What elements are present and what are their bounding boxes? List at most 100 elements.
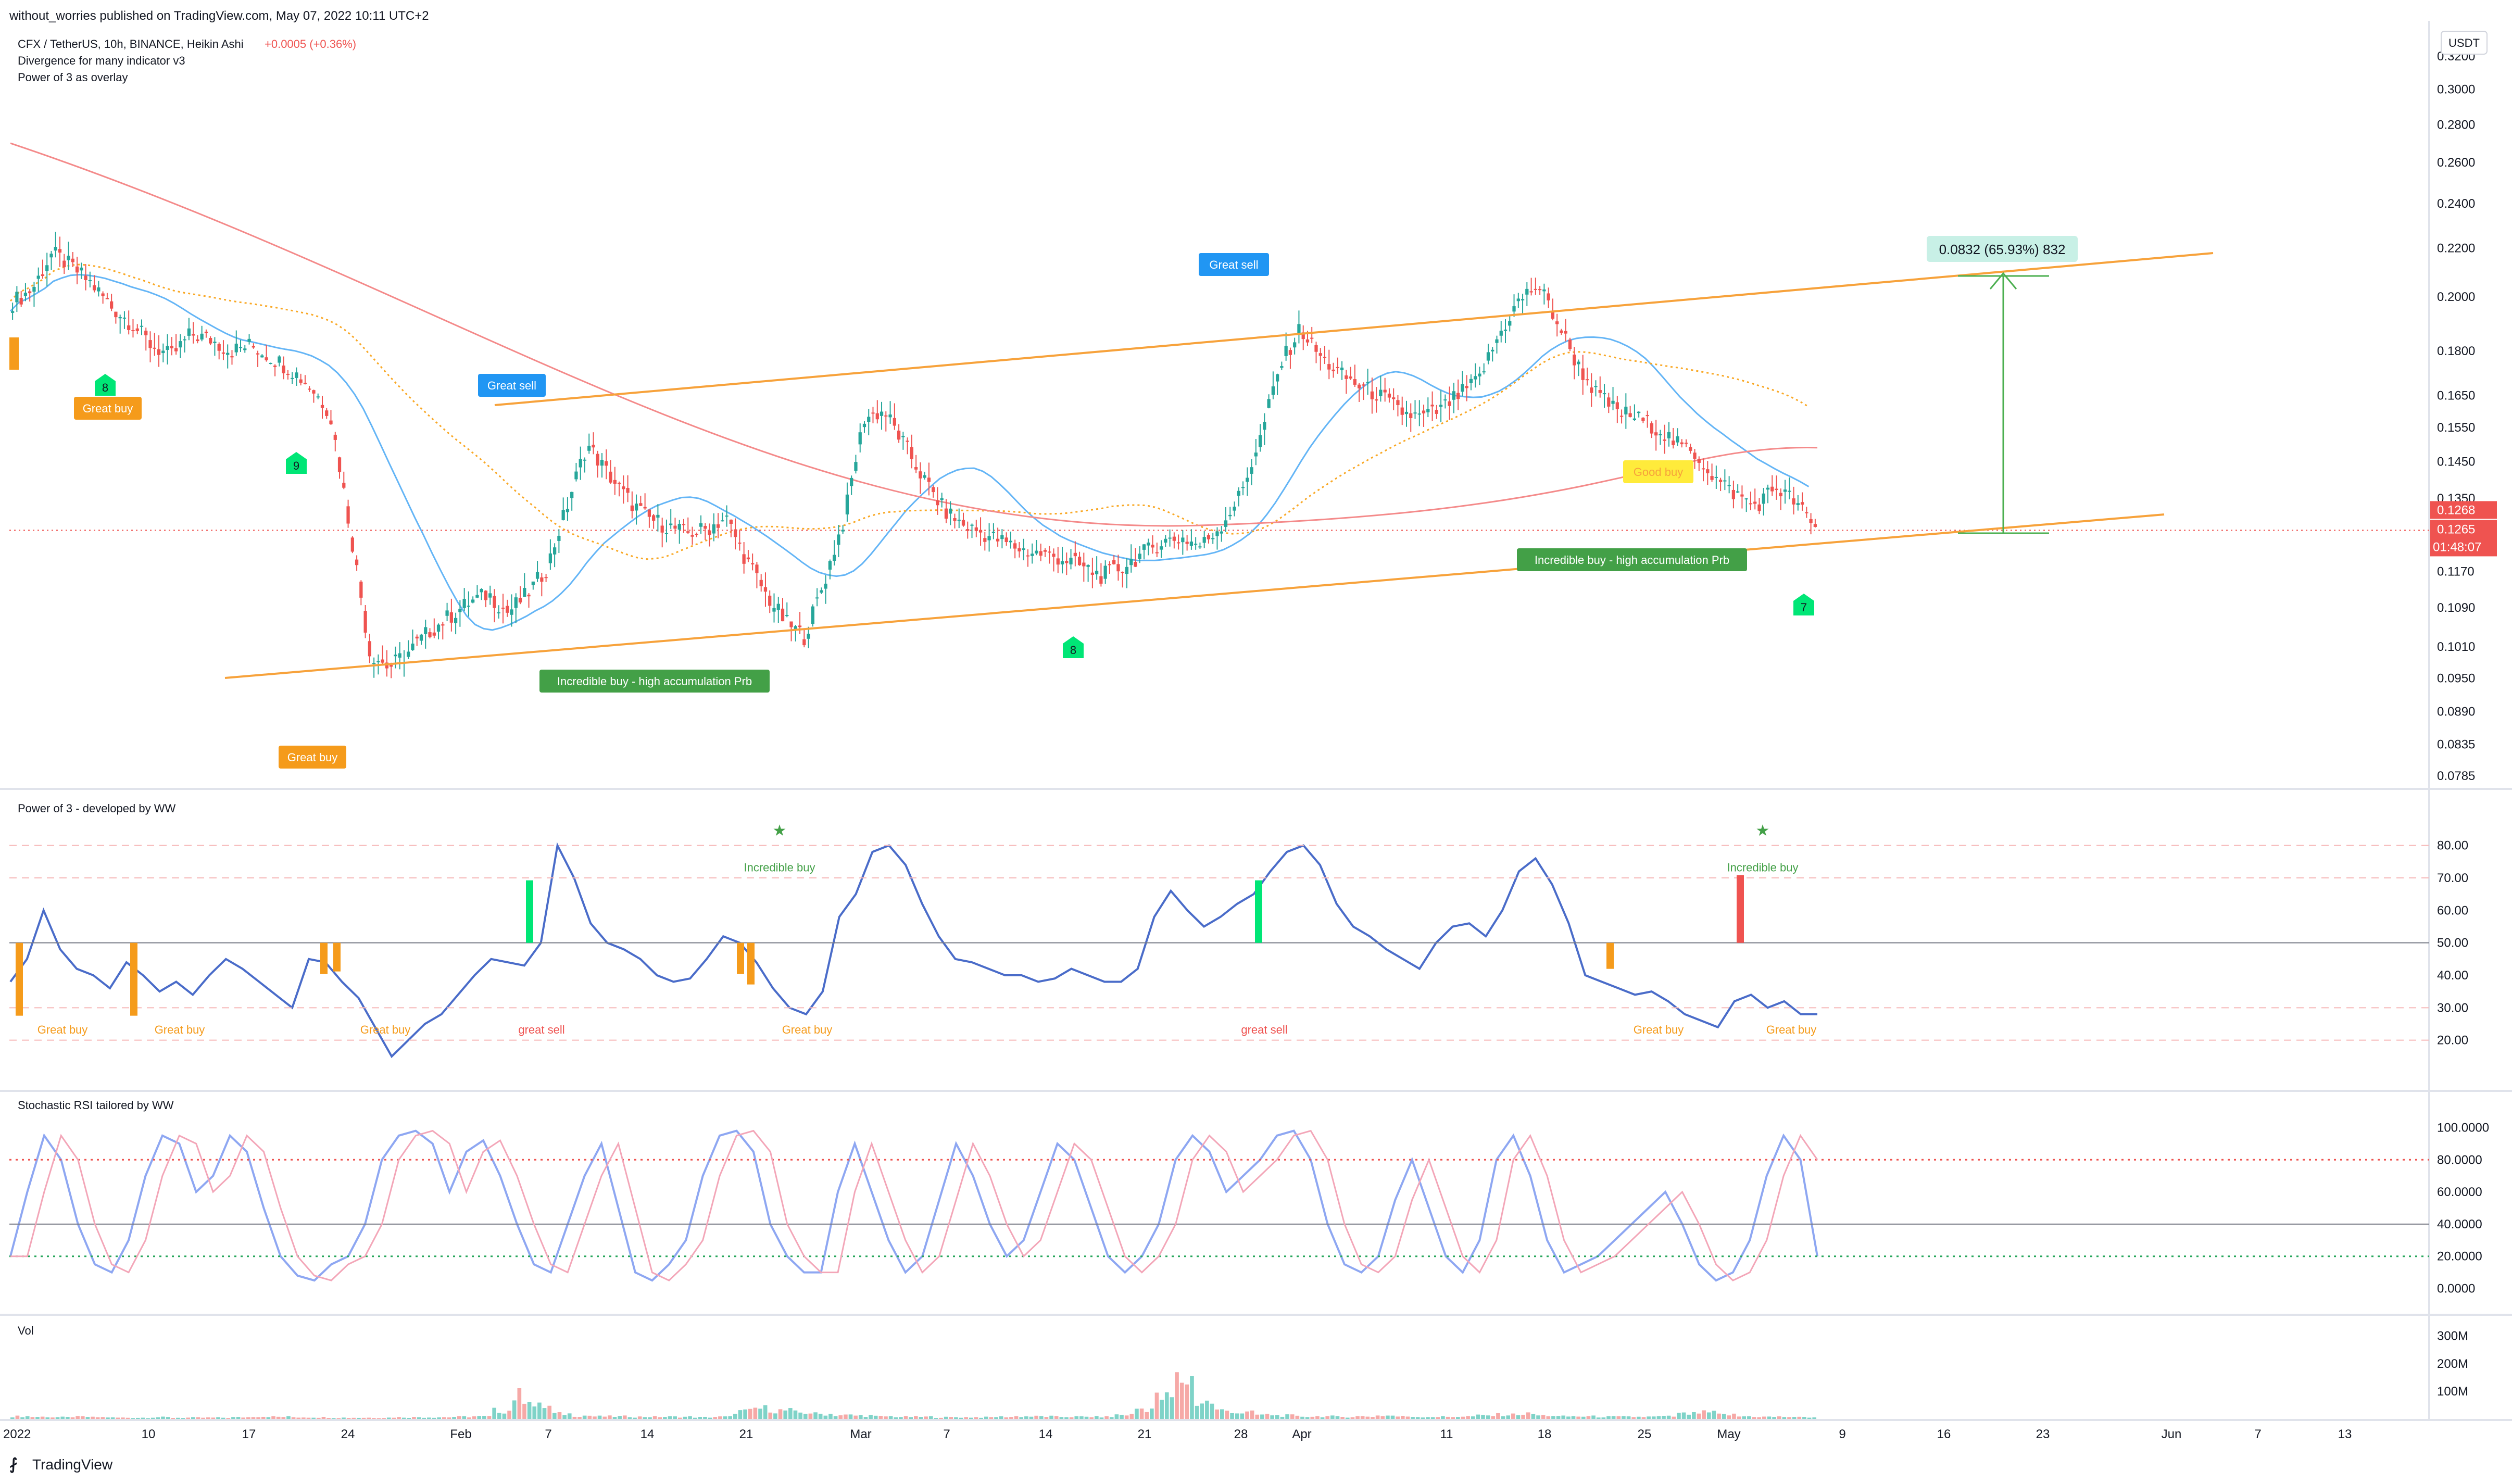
candle-body bbox=[135, 328, 139, 331]
volume-bar bbox=[964, 1417, 969, 1419]
volume-bar bbox=[1049, 1415, 1053, 1419]
volume-bar bbox=[1270, 1415, 1274, 1419]
left-edge-tag bbox=[9, 337, 19, 370]
candle-body bbox=[179, 341, 182, 348]
candle-body bbox=[1646, 415, 1649, 417]
candle-body bbox=[11, 311, 15, 313]
volume-bar bbox=[226, 1418, 231, 1419]
chart-header: without_worries published on TradingView… bbox=[9, 9, 2488, 1473]
candle-body bbox=[1349, 376, 1352, 379]
candle-body bbox=[531, 581, 535, 585]
candle-body bbox=[1263, 422, 1266, 430]
volume-bar bbox=[106, 1417, 110, 1419]
candle-body bbox=[1164, 538, 1167, 543]
volume-bar bbox=[1471, 1416, 1475, 1419]
signal-bar bbox=[16, 942, 23, 1016]
measure-arrow-icon bbox=[1989, 272, 2017, 290]
trend-lines: 0.0832 (65.93%) 832 bbox=[224, 236, 2214, 679]
volume-bar bbox=[467, 1417, 471, 1419]
signal-bar bbox=[1606, 942, 1614, 969]
candle-body bbox=[1482, 371, 1486, 373]
candle-body bbox=[1723, 480, 1727, 482]
candle-body bbox=[238, 347, 243, 348]
volume-bar bbox=[1104, 1416, 1109, 1419]
volume-bar bbox=[76, 1416, 80, 1419]
volume-bar bbox=[612, 1417, 617, 1419]
time-tick: 7 bbox=[943, 1427, 950, 1441]
price-tick: 0.2400 bbox=[2437, 197, 2475, 211]
volume-bar bbox=[1626, 1416, 1631, 1419]
volume-bar bbox=[1787, 1417, 1791, 1419]
volume-bar bbox=[1702, 1410, 1706, 1419]
candle-body bbox=[583, 459, 587, 461]
candle-body bbox=[1680, 442, 1684, 445]
volume-bar bbox=[1059, 1417, 1064, 1419]
candle-body bbox=[92, 285, 96, 291]
candle-body bbox=[1478, 373, 1481, 376]
candle-body bbox=[1594, 386, 1598, 387]
volume-bar bbox=[637, 1416, 642, 1419]
volume-bar bbox=[125, 1417, 130, 1419]
candle-body bbox=[350, 537, 354, 552]
candle-body bbox=[656, 514, 660, 518]
volume-bar bbox=[1526, 1412, 1530, 1419]
candle-body bbox=[1495, 339, 1499, 343]
volume-bar bbox=[397, 1417, 401, 1419]
candle-body bbox=[1805, 512, 1808, 513]
candle-body bbox=[936, 500, 939, 506]
candle-body bbox=[1082, 562, 1086, 567]
candle-body bbox=[789, 621, 793, 627]
tradingview-logo-icon: ⨏ bbox=[9, 1456, 18, 1473]
volume-bar bbox=[823, 1415, 828, 1419]
candle-body bbox=[961, 520, 965, 526]
candle-body bbox=[596, 454, 599, 466]
candle-body bbox=[548, 553, 552, 563]
volume-bar bbox=[979, 1417, 983, 1419]
candle-body bbox=[1689, 447, 1692, 451]
volume-bar bbox=[1491, 1416, 1496, 1419]
candle-body bbox=[1585, 379, 1589, 381]
volume-bar bbox=[537, 1402, 542, 1419]
candle-body bbox=[919, 471, 922, 479]
volume-bar bbox=[663, 1417, 667, 1419]
candle-body bbox=[1529, 291, 1533, 293]
candle-body bbox=[1077, 557, 1082, 565]
volume-bar bbox=[708, 1417, 712, 1419]
candle-body bbox=[600, 460, 604, 466]
candle-body bbox=[419, 634, 423, 641]
price-tick: 0.1650 bbox=[2437, 388, 2475, 403]
candle-body bbox=[1749, 503, 1753, 505]
candle-body bbox=[84, 275, 87, 280]
volume-bar bbox=[552, 1413, 557, 1419]
candle-body bbox=[1090, 572, 1094, 575]
volume-bar bbox=[326, 1418, 331, 1419]
volume-bar bbox=[206, 1417, 210, 1419]
candle-body bbox=[506, 606, 509, 613]
volume-bar bbox=[372, 1418, 376, 1419]
volume-bar bbox=[934, 1418, 938, 1419]
volume-bar bbox=[1656, 1416, 1661, 1419]
candle-body bbox=[630, 505, 634, 511]
candle-body bbox=[278, 356, 281, 363]
candle-body bbox=[1159, 546, 1163, 550]
volume-bar bbox=[161, 1416, 165, 1419]
candle-body bbox=[1305, 339, 1310, 343]
volume-bar bbox=[743, 1409, 747, 1419]
candle-body bbox=[105, 298, 109, 299]
volume-bar bbox=[1677, 1413, 1681, 1419]
time-axis[interactable]: 2022 10 17 24 Feb 7 14 21 Mar 7 14 21 28 Apr 11 18 25 May… bbox=[3, 1427, 2352, 1441]
candle-body bbox=[1112, 560, 1116, 564]
candle-body bbox=[884, 415, 888, 417]
signal-label-box bbox=[539, 670, 770, 693]
candle-body bbox=[1297, 324, 1301, 335]
candle-body bbox=[1641, 418, 1645, 421]
candle-body bbox=[626, 488, 630, 493]
candle-body bbox=[488, 593, 492, 598]
candle-body bbox=[677, 523, 681, 530]
volume-bar bbox=[1662, 1415, 1666, 1419]
candle-body bbox=[1383, 389, 1387, 393]
star-icon: ★ bbox=[1756, 822, 1770, 839]
candle-body bbox=[148, 340, 152, 348]
volume-bar bbox=[246, 1417, 250, 1419]
